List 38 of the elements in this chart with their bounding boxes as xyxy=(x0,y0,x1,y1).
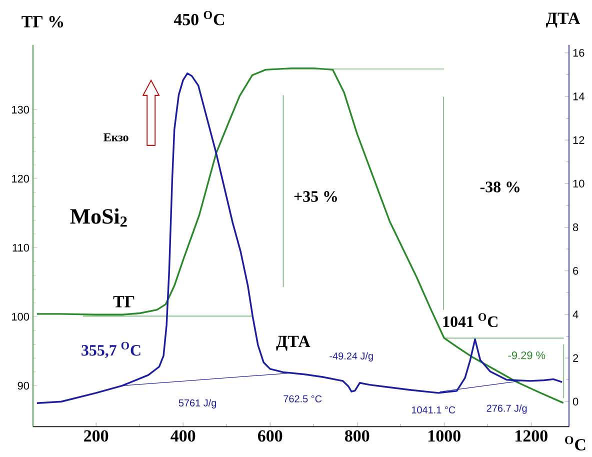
y2-tick-label: 0 xyxy=(572,398,578,406)
y-tick-label: 90 xyxy=(18,382,30,390)
y2-tick-label: 2 xyxy=(573,354,578,362)
annotation: 5761 J/g xyxy=(178,399,216,408)
x-tick-label: 400 xyxy=(170,430,196,442)
x-tick-label: 200 xyxy=(84,430,108,442)
annotation: 762.5 °C xyxy=(284,395,322,402)
y-axis-title: ТГ % xyxy=(22,16,64,28)
annotation: 1041.1 °C xyxy=(412,406,456,414)
y-tick-label: 120 xyxy=(12,174,30,183)
series-label: ДТА xyxy=(276,336,310,351)
annotation: 276.7 J/g xyxy=(486,404,527,414)
x-tick-label: 1200 xyxy=(516,430,548,442)
annotation: +35 % xyxy=(294,191,337,202)
annotation: MoSi$_{2}$ xyxy=(70,208,127,227)
annotation: -49.24 J/g xyxy=(330,352,373,362)
series-label: ТГ xyxy=(113,296,134,308)
x-axis-title: $^{O}$C xyxy=(565,436,586,450)
y-tick-label: 110 xyxy=(12,244,30,252)
annotation: 1041 $^{O}$C xyxy=(443,313,498,328)
annotation: 355,7 $^{O}$C xyxy=(82,342,140,358)
y2-tick-label: 16 xyxy=(573,48,584,57)
annotation: -38 % xyxy=(480,182,520,192)
x-tick-label: 600 xyxy=(258,430,282,442)
annotation: -9.29 % xyxy=(508,351,546,360)
y-tick-label: 100 xyxy=(12,312,30,321)
y2-axis-title: ДТА xyxy=(546,12,580,28)
y2-tick-label: 4 xyxy=(572,310,578,318)
y2-tick-label: 12 xyxy=(573,136,584,144)
x-tick-label: 800 xyxy=(344,430,370,442)
annotation: Екзо xyxy=(104,133,128,142)
y-tick-label: 130 xyxy=(12,106,30,114)
annotation: 450 $^{O}$C xyxy=(174,11,224,26)
y2-tick-label: 8 xyxy=(572,223,578,232)
y2-tick-label: 10 xyxy=(573,180,584,188)
y2-tick-label: 6 xyxy=(573,266,578,275)
y2-tick-label: 14 xyxy=(573,92,584,100)
x-tick-label: 1000 xyxy=(428,430,460,442)
